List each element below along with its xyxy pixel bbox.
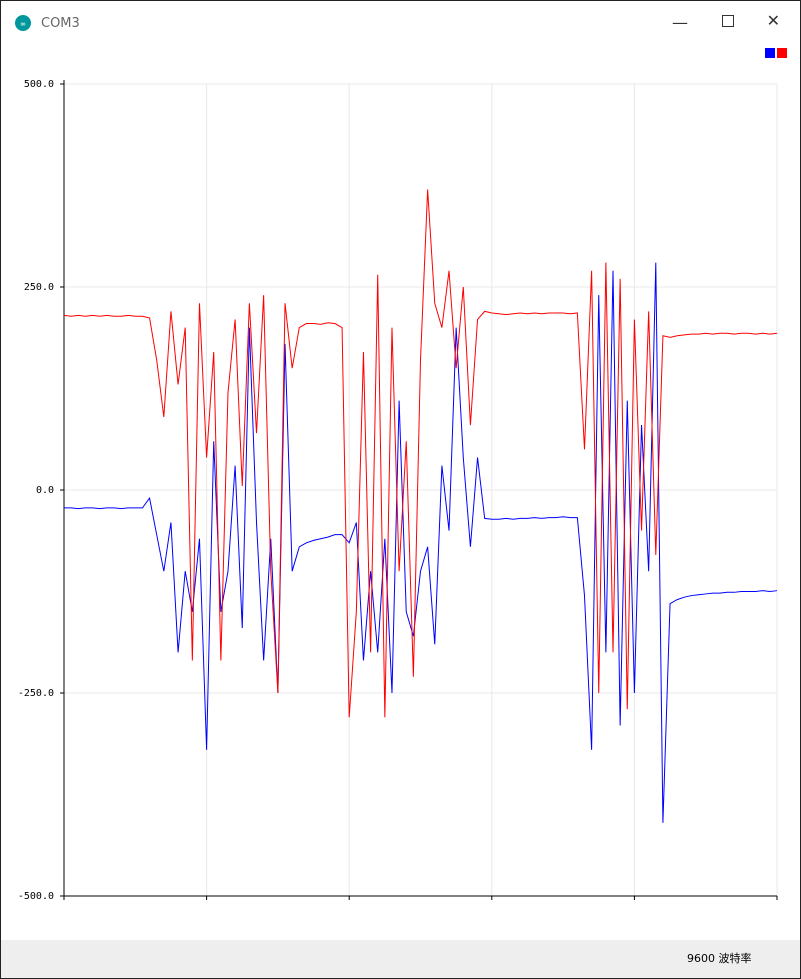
series-line	[63, 189, 778, 718]
chart: 500.0250.00.0-250.0-500.0149615961696179…	[18, 48, 787, 901]
y-tick-label: -250.0	[18, 688, 54, 699]
window-title: COM3	[41, 15, 80, 31]
baud-select[interactable]: 9600 波特率	[687, 952, 752, 965]
y-tick-label: -500.0	[18, 891, 54, 901]
close-button[interactable]: ✕	[766, 11, 780, 30]
minimize-button[interactable]: —	[672, 13, 688, 32]
series-line	[64, 262, 778, 823]
maximize-button[interactable]	[722, 15, 734, 27]
legend-swatch	[777, 48, 787, 58]
app-icon: ∞	[15, 15, 31, 31]
legend-swatch	[765, 48, 775, 58]
title-bar: ∞ COM3 — ✕	[1, 1, 800, 45]
y-tick-label: 250.0	[24, 282, 54, 293]
svg-text:∞: ∞	[21, 20, 26, 29]
y-tick-label: 500.0	[24, 79, 54, 90]
y-tick-label: 0.0	[36, 485, 54, 496]
status-bar: 9600 波特率	[1, 940, 800, 978]
